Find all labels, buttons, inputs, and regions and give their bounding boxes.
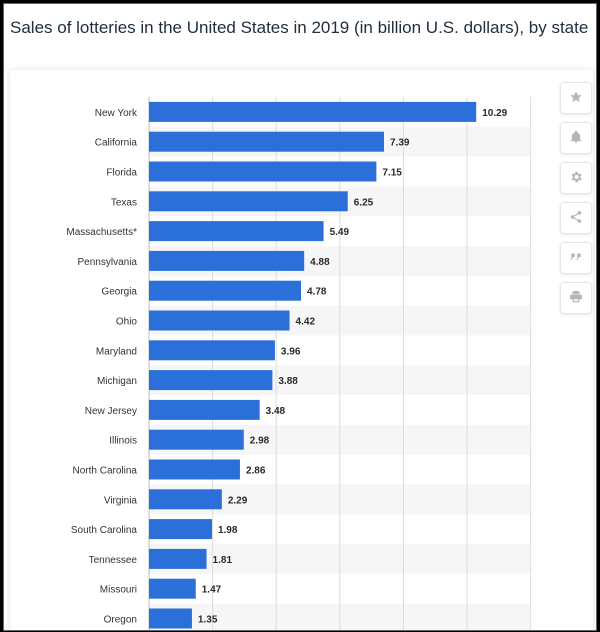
value-label: 4.78: [307, 287, 327, 298]
value-label: 1.47: [202, 585, 222, 596]
quote-icon: [569, 250, 583, 267]
bar: [149, 519, 212, 540]
bar: [149, 161, 377, 182]
bar: [149, 250, 305, 271]
category-label: Florida: [106, 168, 137, 179]
value-label: 3.96: [281, 346, 301, 357]
category-label: Missouri: [100, 585, 137, 596]
value-label: 5.49: [330, 227, 350, 238]
category-label: Georgia: [101, 287, 137, 298]
value-label: 1.98: [218, 525, 238, 536]
value-label: 4.42: [296, 317, 316, 328]
value-label: 7.39: [390, 138, 410, 149]
bar: [149, 489, 222, 510]
bar: [149, 578, 196, 599]
star-icon: [569, 90, 583, 107]
category-label: Michigan: [97, 376, 137, 387]
bar: [149, 101, 477, 122]
value-label: 2.98: [250, 436, 270, 447]
value-label: 6.25: [354, 197, 374, 208]
screenshot-frame: Sales of lotteries in the United States …: [3, 3, 597, 631]
bar-chart: New York 10.29 California 7.39 Florida 7.15 Te…: [66, 97, 532, 630]
value-label: 2.29: [228, 495, 248, 506]
category-label: Pennsylvania: [78, 257, 138, 268]
chart-toolbar: [560, 82, 592, 322]
print-icon: [569, 290, 583, 307]
bar: [149, 280, 302, 301]
category-label: Virginia: [104, 495, 138, 506]
category-label: New Jersey: [85, 406, 137, 417]
bar: [149, 370, 273, 391]
bell-icon: [569, 130, 583, 147]
value-label: 10.29: [482, 108, 507, 119]
value-label: 1.81: [213, 555, 233, 566]
gear-icon: [569, 170, 583, 187]
share-button[interactable]: [560, 202, 592, 234]
value-label: 3.48: [266, 406, 286, 417]
bar: [149, 131, 385, 152]
chart-panel: New York 10.29 California 7.39 Florida 7.15 Te…: [10, 70, 593, 630]
bar: [149, 608, 192, 629]
category-label: Massachusetts*: [66, 227, 137, 238]
value-label: 7.15: [382, 168, 402, 179]
print-button[interactable]: [560, 282, 592, 314]
category-label: North Carolina: [73, 466, 138, 477]
bar: [149, 548, 207, 569]
category-label: Ohio: [116, 317, 138, 328]
share-icon: [569, 210, 583, 227]
value-label: 2.86: [246, 466, 266, 477]
chart-title: Sales of lotteries in the United States …: [10, 18, 589, 37]
category-label: Maryland: [96, 346, 137, 357]
favorite-button[interactable]: [560, 82, 592, 114]
bar: [149, 429, 244, 450]
cite-button[interactable]: [560, 242, 592, 274]
bar: [149, 399, 260, 420]
value-label: 4.88: [310, 257, 330, 268]
bar: [149, 459, 240, 480]
category-label: Tennessee: [89, 555, 138, 566]
notification-button[interactable]: [560, 122, 592, 154]
category-label: Illinois: [109, 436, 137, 447]
bar: [149, 310, 290, 331]
category-label: Texas: [111, 197, 137, 208]
category-label: California: [95, 138, 138, 149]
category-label: South Carolina: [71, 525, 138, 536]
category-label: New York: [95, 108, 138, 119]
bar: [149, 221, 324, 242]
category-label: Oregon: [104, 615, 137, 626]
settings-button[interactable]: [560, 162, 592, 194]
bar: [149, 340, 275, 361]
bar: [149, 191, 348, 212]
value-label: 1.35: [198, 615, 218, 626]
value-label: 3.88: [278, 376, 298, 387]
